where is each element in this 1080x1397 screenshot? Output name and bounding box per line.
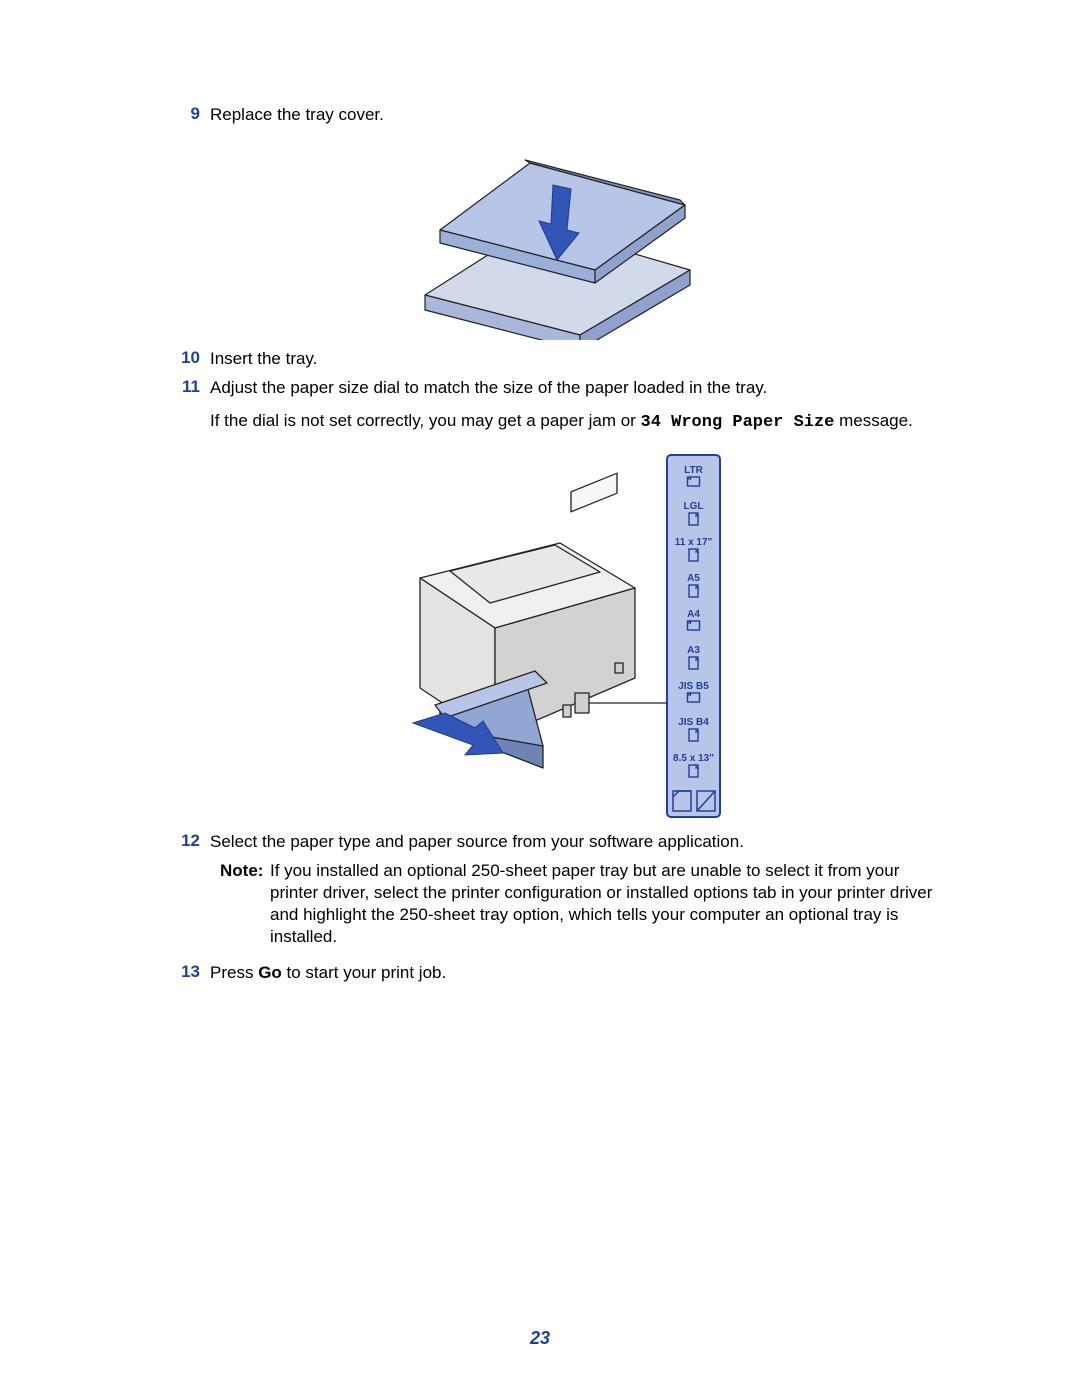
paper-size-label: JIS B5 xyxy=(678,681,709,692)
step-number-13: 13 xyxy=(170,962,210,985)
note-label: Note: xyxy=(220,861,263,880)
paper-size-label: JIS B4 xyxy=(678,717,709,728)
go-label: Go xyxy=(258,963,282,982)
paper-size-label: 11 x 17" xyxy=(675,537,713,548)
paper-size-label: A5 xyxy=(687,573,700,584)
paper-size-label: A3 xyxy=(687,645,700,656)
figure-tray-cover xyxy=(170,135,940,340)
step-text-10: Insert the tray. xyxy=(210,348,317,371)
step-text-9: Replace the tray cover. xyxy=(210,104,384,127)
step11-extra-a: If the dial is not set correctly, you ma… xyxy=(210,411,641,430)
step-text-11: Adjust the paper size dial to match the … xyxy=(210,377,913,445)
paper-size-label: A4 xyxy=(687,609,700,620)
paper-size-label: LTR xyxy=(684,465,703,476)
step-number-12: 12 xyxy=(170,831,210,854)
page-number: 23 xyxy=(0,1328,1080,1349)
note-text: If you installed an optional 250-sheet p… xyxy=(270,860,940,948)
note-block: Note: If you installed an optional 250-s… xyxy=(220,860,940,948)
step-text-12: Select the paper type and paper source f… xyxy=(210,831,744,854)
step-number-11: 11 xyxy=(170,377,210,445)
step11-extra-b: message. xyxy=(834,411,912,430)
figure-printer-and-sizes: LTR LGL 11 x 17" A5 A4 A3 JIS B5 JIS B4 8.5 x 13… xyxy=(170,453,940,823)
step-text-13: Press Go to start your print job. xyxy=(210,962,446,985)
step-number-10: 10 xyxy=(170,348,210,371)
paper-size-label: LGL xyxy=(684,501,704,512)
step11-code: 34 Wrong Paper Size xyxy=(641,413,835,432)
paper-size-label: 8.5 x 13" xyxy=(673,753,714,764)
step-number-9: 9 xyxy=(170,104,210,127)
